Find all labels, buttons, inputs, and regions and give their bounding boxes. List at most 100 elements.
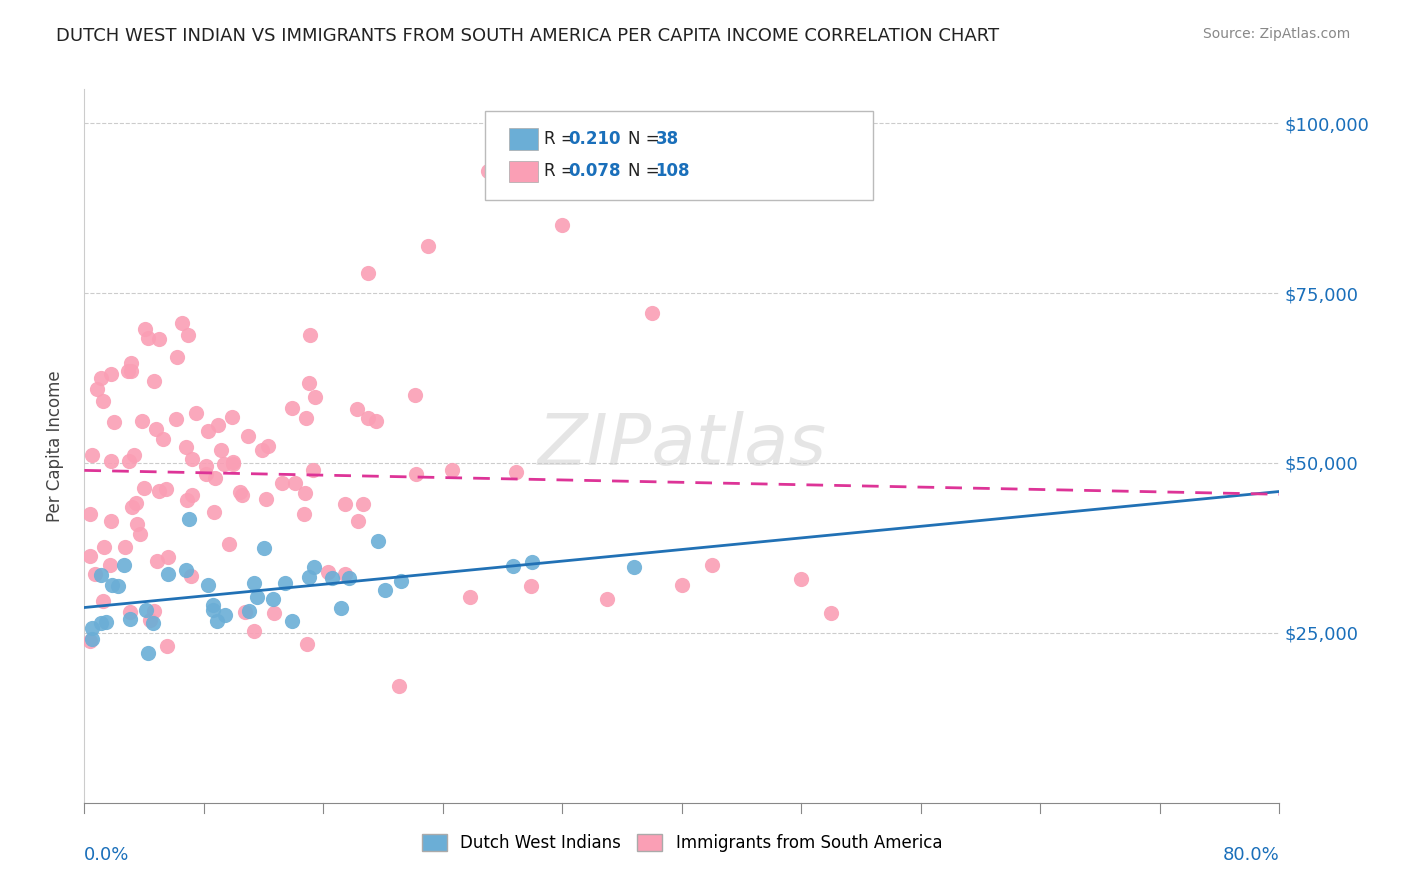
Point bbox=[458, 590, 481, 604]
Point bbox=[174, 440, 197, 454]
Text: N =: N = bbox=[628, 162, 665, 180]
Point bbox=[125, 496, 148, 510]
Point bbox=[367, 533, 389, 548]
Text: 0.210: 0.210 bbox=[568, 130, 621, 148]
Point bbox=[405, 467, 427, 481]
Point bbox=[246, 590, 269, 604]
Point bbox=[257, 439, 280, 453]
Point bbox=[352, 497, 374, 511]
Point bbox=[157, 567, 180, 582]
Point bbox=[155, 482, 177, 496]
Point bbox=[388, 679, 411, 693]
Point bbox=[94, 615, 117, 630]
Point bbox=[221, 410, 243, 425]
Point bbox=[118, 454, 141, 468]
Point bbox=[641, 306, 664, 320]
Point bbox=[172, 317, 194, 331]
Point bbox=[236, 429, 259, 443]
Point bbox=[100, 454, 122, 468]
Text: R =: R = bbox=[544, 162, 581, 180]
Text: 108: 108 bbox=[655, 162, 690, 180]
Point bbox=[127, 517, 149, 532]
Point bbox=[520, 579, 543, 593]
Point bbox=[93, 540, 115, 554]
Point bbox=[218, 537, 240, 551]
Point bbox=[304, 390, 326, 404]
Point bbox=[233, 605, 256, 619]
Point bbox=[134, 322, 156, 336]
Point bbox=[281, 401, 304, 415]
Point bbox=[250, 442, 273, 457]
Point bbox=[253, 541, 276, 555]
Text: 0.078: 0.078 bbox=[568, 162, 621, 180]
Point bbox=[145, 422, 167, 436]
Point bbox=[262, 591, 284, 606]
Point bbox=[112, 558, 135, 573]
Point bbox=[86, 383, 108, 397]
Point bbox=[229, 485, 252, 500]
Point bbox=[91, 594, 114, 608]
Point bbox=[90, 615, 112, 630]
Point bbox=[212, 457, 235, 471]
Point bbox=[138, 613, 160, 627]
Point bbox=[107, 579, 129, 593]
Point bbox=[146, 554, 169, 568]
Point bbox=[329, 601, 352, 615]
Point bbox=[671, 578, 693, 592]
Point bbox=[222, 455, 245, 469]
Point bbox=[820, 606, 842, 620]
Point bbox=[100, 514, 122, 528]
Point bbox=[80, 632, 103, 646]
Text: 80.0%: 80.0% bbox=[1223, 846, 1279, 863]
Point bbox=[374, 582, 396, 597]
Point bbox=[295, 411, 318, 425]
Point bbox=[118, 612, 141, 626]
Point bbox=[80, 448, 103, 462]
Point bbox=[316, 565, 339, 579]
Text: R =: R = bbox=[544, 130, 581, 148]
Point bbox=[165, 412, 187, 426]
Point bbox=[205, 614, 228, 628]
Point bbox=[364, 413, 387, 427]
Point bbox=[101, 578, 124, 592]
Point bbox=[202, 603, 225, 617]
Point bbox=[294, 485, 316, 500]
Point bbox=[280, 614, 302, 628]
Point bbox=[346, 401, 368, 416]
Point bbox=[156, 639, 179, 653]
FancyBboxPatch shape bbox=[509, 161, 538, 182]
Point bbox=[440, 463, 463, 477]
Legend: Dutch West Indians, Immigrants from South America: Dutch West Indians, Immigrants from Sout… bbox=[415, 827, 949, 859]
Point bbox=[143, 604, 166, 618]
Point bbox=[91, 393, 114, 408]
Point bbox=[337, 571, 360, 585]
Text: ZIPatlas: ZIPatlas bbox=[537, 411, 827, 481]
Text: N =: N = bbox=[628, 130, 665, 148]
Point bbox=[142, 374, 165, 388]
Point bbox=[231, 488, 253, 502]
Point bbox=[202, 598, 225, 612]
Point bbox=[79, 549, 101, 563]
Point bbox=[505, 465, 527, 479]
Point bbox=[302, 560, 325, 574]
Point bbox=[238, 604, 260, 618]
Point bbox=[298, 376, 321, 390]
Point bbox=[152, 433, 174, 447]
Point bbox=[120, 606, 142, 620]
Point bbox=[263, 607, 285, 621]
Point bbox=[502, 559, 524, 574]
Point bbox=[186, 406, 208, 420]
Point bbox=[177, 328, 200, 343]
Point bbox=[301, 463, 323, 477]
Point bbox=[148, 484, 170, 499]
Point bbox=[522, 556, 544, 570]
Point bbox=[335, 566, 357, 581]
Point bbox=[292, 507, 315, 521]
Point bbox=[176, 492, 198, 507]
Point bbox=[132, 481, 155, 495]
Point bbox=[148, 333, 170, 347]
Point bbox=[389, 574, 412, 588]
Point bbox=[197, 425, 219, 439]
Point bbox=[195, 467, 218, 482]
Point bbox=[271, 475, 294, 490]
